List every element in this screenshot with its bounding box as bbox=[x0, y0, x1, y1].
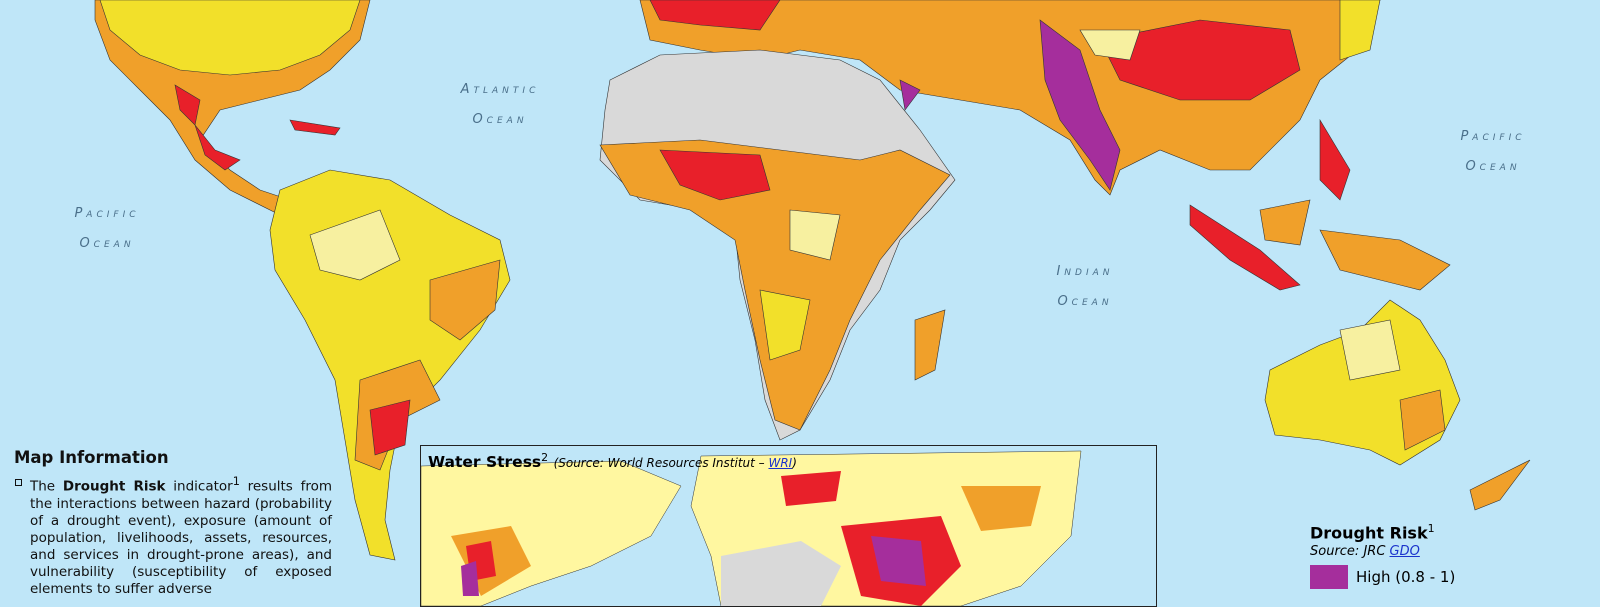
inset-header: Water Stress2 (Source: World Resources I… bbox=[428, 451, 797, 471]
source-text: ) bbox=[792, 456, 797, 471]
info-text: results from the interactions between ha… bbox=[30, 478, 333, 597]
ocean-label: Ocean bbox=[1057, 294, 1112, 309]
legend-items: High (0.8 - 1) bbox=[1310, 565, 1456, 590]
ocean-label: Indian bbox=[1056, 264, 1113, 279]
ocean-label: Ocean bbox=[472, 112, 527, 127]
legend-sup: 1 bbox=[1427, 522, 1435, 535]
ocean-label: Pacific bbox=[74, 206, 139, 221]
inset-source: (Source: World Resources Institut – WRI) bbox=[554, 456, 797, 470]
legend-label: High (0.8 - 1) bbox=[1356, 568, 1456, 587]
info-text: indicator bbox=[165, 478, 233, 495]
inset-map bbox=[421, 450, 1082, 606]
source-text: (Source: World Resources Institut – bbox=[553, 456, 769, 471]
legend-source: Source: JRC GDO bbox=[1310, 544, 1455, 559]
info-title: Map Information bbox=[14, 448, 169, 467]
ocean-label: Atlantic bbox=[460, 82, 540, 97]
info-paragraph: The Drought Risk indicator1 results from… bbox=[14, 473, 332, 598]
water-stress-inset: Water Stress2 (Source: World Resources I… bbox=[420, 445, 1157, 607]
legend: Drought Risk1 Source: JRC GDO High (0.8 … bbox=[1310, 522, 1456, 590]
land bbox=[94, 0, 1531, 561]
ocean-label: Pacific bbox=[1460, 129, 1525, 144]
legend-item: High (0.8 - 1) bbox=[1310, 565, 1456, 590]
legend-header: Drought Risk1 bbox=[1310, 522, 1455, 542]
source-link[interactable]: GDO bbox=[1389, 544, 1420, 560]
info-bold: Drought Risk bbox=[62, 478, 166, 495]
source-text: Source: JRC bbox=[1310, 544, 1390, 560]
ocean-label: Ocean bbox=[1465, 159, 1520, 174]
inset-title: Water Stress bbox=[428, 453, 542, 472]
legend-title: Drought Risk bbox=[1310, 523, 1428, 543]
legend-swatch bbox=[1310, 565, 1348, 590]
source-link[interactable]: WRI bbox=[768, 456, 793, 471]
map-information: Map Information The Drought Risk indicat… bbox=[14, 448, 332, 598]
inset-sup: 2 bbox=[541, 451, 549, 464]
info-text: The bbox=[30, 478, 63, 495]
ocean-label: Ocean bbox=[79, 236, 134, 251]
info-sup: 1 bbox=[232, 475, 240, 488]
